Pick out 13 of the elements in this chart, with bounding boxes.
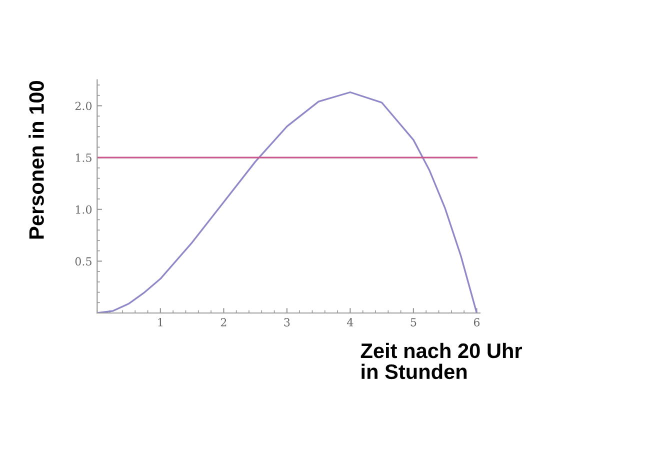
x-axis-title: Zeit nach 20 Uhr in Stunden [360, 342, 522, 380]
y-axis-title: Personen in 100 [28, 81, 44, 239]
x-tick-label: 6 [474, 318, 480, 326]
x-tick-label: 2 [220, 318, 226, 326]
y-tick-label: 2.0 [75, 102, 92, 110]
x-tick-label: 3 [284, 318, 290, 326]
x-tick-label: 1 [158, 318, 162, 326]
y-tick-label: 1.5 [76, 154, 92, 162]
y-tick-label: 0.5 [75, 257, 92, 266]
x-tick-label: 4 [347, 318, 354, 326]
x-tick-label: 5 [410, 318, 416, 326]
y-tick-label: 1.0 [76, 205, 92, 214]
line-series [97, 91, 478, 313]
